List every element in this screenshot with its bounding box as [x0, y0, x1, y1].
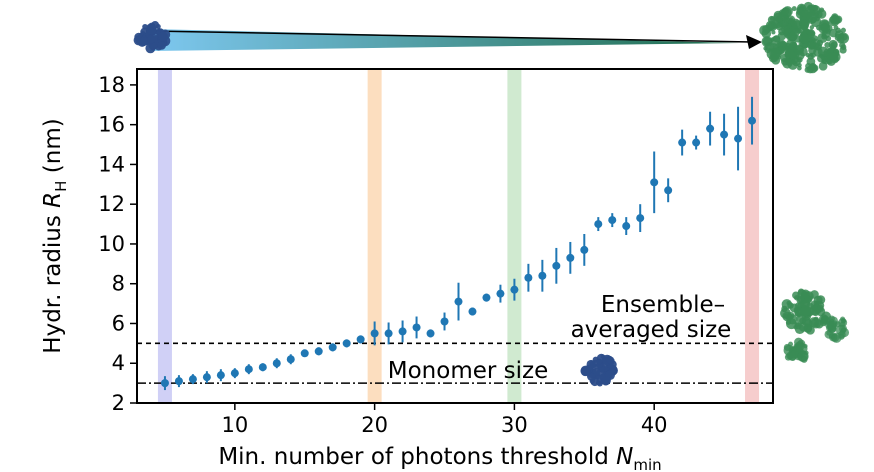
oligomer-aggregates-icon [780, 288, 850, 363]
y-tick-label-6: 6 [112, 311, 125, 335]
y-axis-label-unit: (nm) [40, 118, 66, 173]
y-tick-label-8: 8 [112, 272, 125, 296]
highlight-band-30 [507, 69, 522, 403]
data-point [608, 216, 617, 225]
data-point [664, 186, 673, 195]
size-trend-arrowhead [746, 35, 762, 49]
data-point [594, 220, 603, 229]
data-point [216, 371, 225, 380]
highlight-bands [157, 69, 760, 403]
x-axis-ticks: 10 20 30 40 [221, 403, 668, 437]
monomer-structure-icon [133, 20, 171, 54]
data-point [678, 138, 687, 147]
ensemble-size-label-line2: averaged size [571, 317, 732, 343]
data-point [720, 130, 729, 139]
ensemble-size-label-line1: Ensemble– [601, 292, 725, 318]
reference-lines [137, 342, 773, 384]
y-axis-ticks: 2 4 6 8 10 12 14 16 18 [98, 73, 137, 415]
size-trend-wedge [150, 29, 740, 51]
y-tick-label-12: 12 [98, 192, 125, 216]
data-point [510, 285, 519, 294]
data-point [300, 349, 309, 358]
data-point [496, 289, 505, 298]
x-tick-label-10: 10 [221, 413, 248, 437]
x-tick-label-30: 30 [501, 413, 528, 437]
data-point [244, 365, 253, 374]
data-point [202, 373, 211, 382]
data-point [272, 359, 281, 368]
size-trend-arrow-line [149, 30, 753, 43]
highlight-band-5 [157, 69, 172, 403]
y-tick-label-4: 4 [112, 351, 125, 375]
large-aggregate-structure-icon [759, 1, 850, 74]
data-point [328, 343, 337, 352]
x-tick-label-20: 20 [361, 413, 388, 437]
x-axis-label-text: Min. number of photons threshold [218, 444, 609, 470]
size-trend-arrow [149, 29, 762, 51]
data-point [230, 369, 239, 378]
data-point [384, 329, 393, 338]
x-axis-label-symbol: N [616, 444, 633, 470]
data-point [314, 347, 323, 356]
data-point [706, 124, 715, 133]
data-series [160, 96, 757, 391]
data-point [580, 245, 589, 254]
y-tick-label-18: 18 [98, 73, 125, 97]
data-point [468, 307, 477, 316]
data-point [356, 335, 365, 344]
y-tick-label-16: 16 [98, 113, 125, 137]
highlight-band-47 [745, 69, 760, 403]
monomer-size-label: Monomer size [388, 358, 548, 384]
data-point [174, 377, 183, 386]
data-point [426, 329, 435, 338]
monomer-size-structure-icon [580, 353, 618, 387]
data-point [342, 339, 351, 348]
data-point [552, 261, 561, 270]
y-tick-label-2: 2 [112, 391, 125, 415]
data-point [440, 317, 449, 326]
data-point [538, 271, 547, 280]
data-point [748, 116, 757, 125]
data-point [622, 222, 631, 231]
data-point [692, 138, 701, 147]
data-point [286, 355, 295, 364]
y-axis-label-subscript: H [52, 181, 70, 192]
data-point [188, 375, 197, 384]
x-axis-label: Min. number of photons threshold Nmin [218, 444, 661, 472]
data-point [566, 253, 575, 262]
data-point [734, 134, 743, 143]
x-tick-label-40: 40 [641, 413, 668, 437]
x-axis-label-subscript: min [633, 456, 661, 472]
highlight-band-20 [367, 69, 382, 403]
data-point [482, 293, 491, 302]
data-point [524, 273, 533, 282]
data-point [412, 323, 421, 332]
data-point [636, 214, 645, 223]
y-tick-label-14: 14 [98, 152, 125, 176]
y-axis-label-text: Hydr. radius [40, 215, 66, 354]
y-axis-label: Hydr. radius RH (nm) [40, 118, 70, 353]
data-point [398, 327, 407, 336]
y-tick-label-10: 10 [98, 232, 125, 256]
data-point [370, 329, 379, 338]
data-point [258, 363, 267, 372]
y-axis-label-symbol: R [40, 192, 66, 208]
data-point [454, 297, 463, 306]
data-point [160, 379, 169, 388]
data-point [650, 178, 659, 187]
plot-frame [136, 68, 774, 404]
